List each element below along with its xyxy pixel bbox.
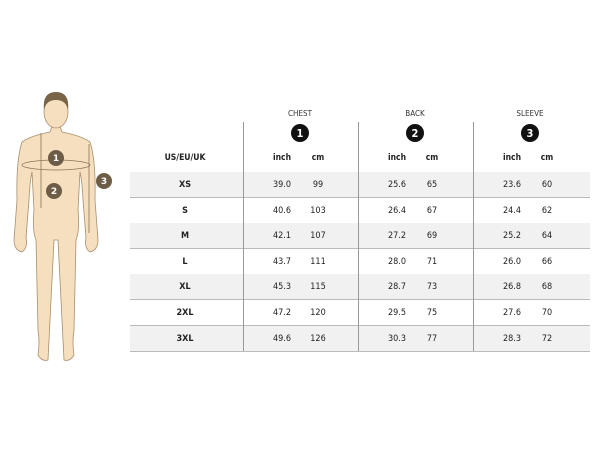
unit-label: cm: [425, 153, 439, 163]
measurement-value: 69: [426, 231, 438, 242]
size-label: M: [180, 231, 190, 242]
measurement-value: 25.2: [502, 231, 522, 242]
size-row: 3XL 49.6 126 30.3 77 28.3 72: [130, 325, 590, 352]
measurement-value: 62: [541, 205, 553, 216]
measurement-value: 103: [310, 205, 326, 216]
measurement-value: 29.5: [387, 308, 407, 318]
chest-header: CHEST: [288, 109, 312, 118]
size-row: XS 39.0 99 25.6 65 23.6 60: [130, 172, 590, 198]
size-label: S: [182, 205, 188, 216]
measurement-value: 73: [426, 282, 438, 293]
measurement-value: 72: [541, 333, 553, 344]
marker-2-icon: [46, 183, 62, 199]
size-row: L 43.7 111 28.0 71 26.0 66: [130, 249, 590, 275]
size-label: XS: [178, 180, 192, 190]
measurement-value: 26.4: [387, 205, 407, 216]
size-label: L: [182, 256, 188, 267]
hair: [43, 92, 69, 110]
size-label: XL: [179, 282, 191, 293]
unit-label: inch: [502, 153, 522, 163]
measurement-value: 115: [310, 282, 326, 293]
measurement-value: 27.2: [387, 231, 407, 242]
measurement-value: 126: [310, 333, 326, 344]
measurement-value: 67: [426, 205, 438, 216]
column-divider: [358, 122, 359, 351]
measurement-value: 28.3: [502, 333, 522, 344]
unit-label: inch: [387, 153, 407, 163]
measurement-value: 24.4: [502, 205, 522, 216]
measurement-value: 70: [541, 308, 553, 318]
size-row: XL 45.3 115 28.7 73 26.8 68: [130, 274, 590, 301]
measurement-value: 26.8: [502, 282, 522, 293]
measurement-value: 99: [312, 180, 324, 190]
size-label: 2XL: [176, 308, 194, 318]
size-row: M 42.1 107 27.2 69 25.2 64: [130, 223, 590, 250]
measurement-value: 64: [541, 231, 553, 242]
column-divider: [243, 122, 244, 351]
sleeve-header: SLEEVE: [516, 109, 544, 118]
size-row: S 40.6 103 26.4 67 24.4 62: [130, 198, 590, 224]
measurement-value: 27.6: [502, 308, 522, 318]
back-number-icon: 2: [406, 124, 424, 142]
measurement-value: 75: [426, 308, 438, 318]
back-header: BACK: [405, 109, 425, 118]
measurement-value: 49.6: [272, 333, 292, 344]
measurement-value: 42.1: [272, 231, 292, 242]
body-outline: [13, 107, 99, 361]
measurement-value: 25.6: [387, 180, 407, 190]
measurement-value: 47.2: [272, 308, 292, 318]
measurement-value: 68: [541, 282, 553, 293]
measurement-value: 30.3: [387, 333, 407, 344]
measurement-value: 26.0: [502, 256, 522, 267]
measurement-value: 60: [541, 180, 553, 190]
measurement-value: 66: [541, 256, 553, 267]
chest-number-icon: 1: [291, 124, 309, 142]
measurement-value: 65: [426, 180, 438, 190]
marker-3-label: 3: [101, 177, 107, 187]
measurement-value: 111: [310, 256, 326, 267]
marker-1-label: 1: [53, 154, 59, 164]
measurement-value: 77: [426, 333, 438, 344]
measurement-value: 39.0: [272, 180, 292, 190]
measurement-value: 107: [310, 231, 326, 242]
unit-label: inch: [272, 153, 292, 163]
size-header: US/EU/UK: [164, 153, 206, 163]
body-measurement-figure: 1 2 3: [13, 92, 112, 361]
marker-1-icon: [48, 150, 64, 166]
unit-label: cm: [311, 153, 325, 163]
measurement-value: 43.7: [272, 256, 292, 267]
measurement-value: 120: [310, 308, 326, 318]
column-divider: [473, 122, 474, 351]
measurement-value: 45.3: [272, 282, 292, 293]
size-label: 3XL: [176, 333, 194, 344]
marker-2-label: 2: [51, 187, 57, 197]
sleeve-number-icon: 3: [521, 124, 539, 142]
unit-label: cm: [540, 153, 554, 163]
measurement-value: 28.0: [387, 256, 407, 267]
size-row: 2XL 47.2 120 29.5 75 27.6 70: [130, 300, 590, 326]
measurement-value: 71: [426, 256, 438, 267]
measurement-value: 40.6: [272, 205, 292, 216]
measurement-value: 28.7: [387, 282, 407, 293]
marker-3-icon: [96, 173, 112, 189]
measurement-value: 23.6: [502, 180, 522, 190]
